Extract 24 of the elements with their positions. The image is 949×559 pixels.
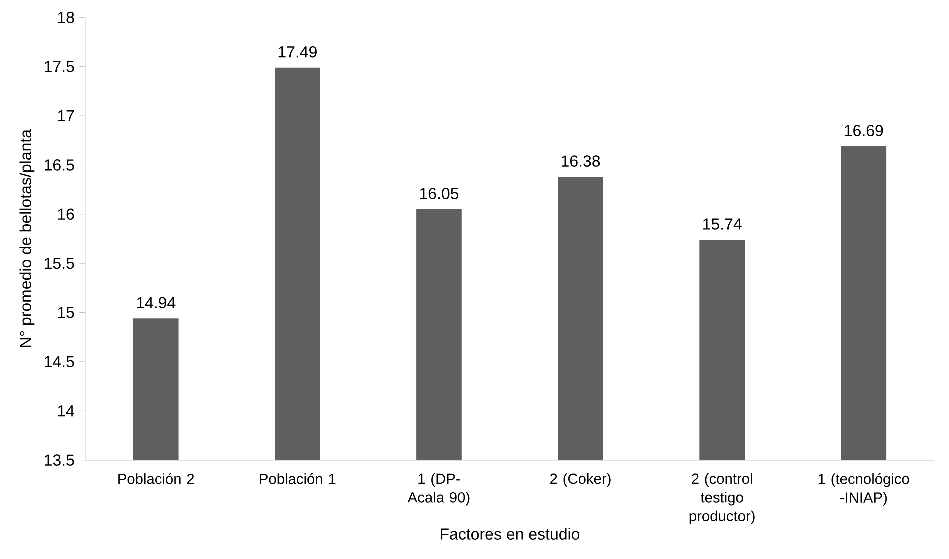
y-tick-label: 15.5 <box>45 258 74 270</box>
data-label: 17.49 <box>278 46 317 58</box>
data-label: 15.74 <box>704 218 742 230</box>
y-tick-label: 18 <box>58 12 74 24</box>
y-tick-label: 16.5 <box>45 160 74 171</box>
x-axis-title: Factores en estudio <box>441 528 580 540</box>
y-tick-label: 14.5 <box>45 356 74 368</box>
y-tick-label: 17.5 <box>45 61 74 72</box>
x-tick-label: 2 (Coker) <box>550 473 611 488</box>
data-label: 16.38 <box>562 156 600 167</box>
data-label: 14.94 <box>137 297 176 309</box>
data-label: 16.05 <box>420 188 459 200</box>
y-axis-title: N° promedio de bellotas/planta <box>20 130 35 348</box>
x-tick-label: 1 (DP-Acala 90) <box>408 473 470 506</box>
data-label: 16.69 <box>845 125 884 136</box>
y-tick-label: 16 <box>58 208 74 220</box>
y-tick-label: 15 <box>58 307 74 318</box>
x-tick-label: Población 2 <box>118 473 194 484</box>
y-tick-label: 13.5 <box>45 454 74 466</box>
x-tick-label: Población 1 <box>260 473 336 484</box>
y-tick-label: 17 <box>58 110 74 122</box>
x-tick-label: 2 (control testigo productor) <box>690 473 755 524</box>
y-tick-label: 14 <box>58 406 74 417</box>
x-tick-label: 1 (tecnológico -INIAP) <box>818 473 910 506</box>
